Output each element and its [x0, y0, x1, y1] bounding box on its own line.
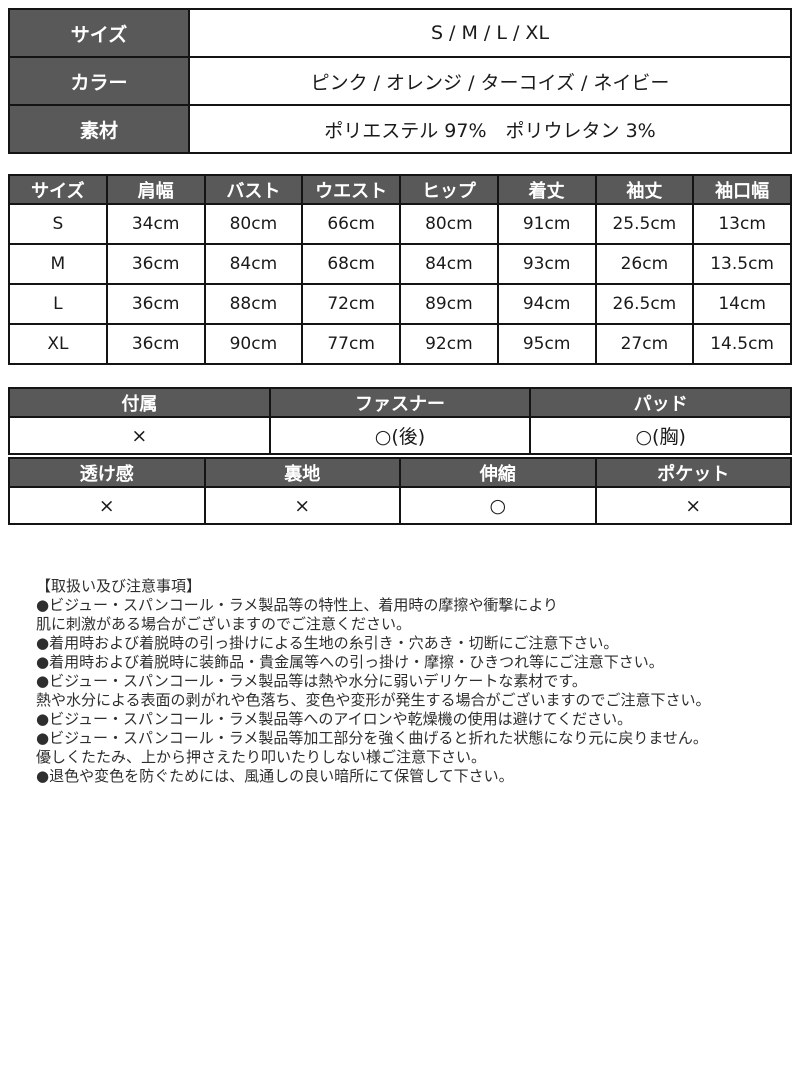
feature-header: 裏地 — [203, 457, 401, 488]
care-note-line: ●ビジュー・スパンコール・ラメ製品等へのアイロンや乾燥機の使用は避けてください。 — [36, 710, 633, 728]
spec-table: サイズ S / M / L / XL カラー ピンク / オレンジ / ターコイ… — [8, 8, 792, 154]
size-cell: 95cm — [496, 323, 597, 365]
size-cell: 84cm — [399, 243, 499, 285]
feature-value: × — [594, 486, 792, 525]
size-chart-header: ヒップ — [399, 174, 499, 205]
size-cell: M — [8, 243, 108, 285]
table-row: カラー ピンク / オレンジ / ターコイズ / ネイビー — [8, 56, 792, 106]
size-cell: L — [8, 283, 108, 325]
feature-header-row: 付属 ファスナー パッド — [8, 387, 792, 418]
table-row: サイズ S / M / L / XL — [8, 8, 792, 58]
size-cell: XL — [8, 323, 108, 365]
size-cell: 66cm — [301, 203, 401, 245]
spec-value-color: ピンク / オレンジ / ターコイズ / ネイビー — [188, 56, 792, 106]
size-chart-header-row: サイズ 肩幅 バスト ウエスト ヒップ 着丈 袖丈 袖口幅 — [8, 174, 792, 205]
size-cell: 93cm — [496, 243, 597, 285]
size-cell: 25.5cm — [594, 203, 695, 245]
feature-value-row: × ○(後) ○(胸) — [8, 416, 792, 455]
care-note-line: ●ビジュー・スパンコール・ラメ製品等の特性上、着用時の摩擦や衝撃により — [36, 596, 559, 614]
feature-value: × — [203, 486, 401, 525]
care-note-line: ●着用時および着脱時の引っ掛けによる生地の糸引き・穴あき・切断にご注意下さい。 — [36, 634, 619, 652]
size-chart-header: サイズ — [8, 174, 108, 205]
care-notes-heading: 【取扱い及び注意事項】 — [36, 577, 202, 595]
size-cell: 91cm — [496, 203, 597, 245]
spec-label-size: サイズ — [8, 8, 190, 58]
feature-header: ファスナー — [268, 387, 532, 418]
size-cell: 36cm — [105, 323, 206, 365]
size-chart-header: 肩幅 — [105, 174, 206, 205]
feature-value-row: × × ○ × — [8, 486, 792, 525]
size-cell: 90cm — [203, 323, 304, 365]
size-cell: 14cm — [692, 283, 792, 325]
size-cell: 80cm — [203, 203, 304, 245]
size-cell: 80cm — [399, 203, 499, 245]
feature-header: 透け感 — [8, 457, 206, 488]
care-note-line: ●ビジュー・スパンコール・ラメ製品等は熱や水分に弱いデリケートな素材です。 — [36, 672, 587, 690]
size-chart-header: バスト — [203, 174, 304, 205]
size-chart-header: 着丈 — [496, 174, 597, 205]
care-note-line: ●ビジュー・スパンコール・ラメ製品等加工部分を強く曲げると折れた状態になり元に戻… — [36, 729, 708, 747]
feature-header: パッド — [529, 387, 792, 418]
size-cell: 72cm — [301, 283, 401, 325]
size-cell: 26cm — [594, 243, 695, 285]
size-chart-table: サイズ 肩幅 バスト ウエスト ヒップ 着丈 袖丈 袖口幅 S 34cm 80c… — [8, 174, 792, 365]
size-cell: 94cm — [496, 283, 597, 325]
size-chart-header: 袖口幅 — [692, 174, 792, 205]
care-note-line: 肌に刺激がある場合がございますのでご注意ください。 — [36, 615, 412, 633]
care-note-line: ●退色や変色を防ぐためには、風通しの良い暗所にて保管して下さい。 — [36, 767, 514, 785]
size-cell: 14.5cm — [692, 323, 792, 365]
table-row-xl: XL 36cm 90cm 77cm 92cm 95cm 27cm 14.5cm — [8, 323, 792, 365]
size-cell: 13.5cm — [692, 243, 792, 285]
spec-value-material: ポリエステル 97% ポリウレタン 3% — [188, 104, 792, 154]
care-note-line: ●着用時および着脱時に装飾品・貴金属等への引っ掛け・摩擦・ひきつれ等にご注意下さ… — [36, 653, 664, 671]
size-cell: 92cm — [399, 323, 499, 365]
size-cell: S — [8, 203, 108, 245]
size-chart-header: ウエスト — [301, 174, 401, 205]
size-cell: 36cm — [105, 243, 206, 285]
size-cell: 84cm — [203, 243, 304, 285]
feature-value: ○(後) — [268, 416, 532, 455]
feature-header: 付属 — [8, 387, 271, 418]
size-chart-header: 袖丈 — [594, 174, 695, 205]
table-row-s: S 34cm 80cm 66cm 80cm 91cm 25.5cm 13cm — [8, 203, 792, 245]
size-cell: 26.5cm — [594, 283, 695, 325]
product-spec-sheet: サイズ S / M / L / XL カラー ピンク / オレンジ / ターコイ… — [8, 8, 792, 786]
spec-label-material: 素材 — [8, 104, 190, 154]
care-note-line: 熱や水分による表面の剥がれや色落ち、変色や変形が発生する場合がございますのでご注… — [36, 691, 711, 709]
feature-table-lining: 透け感 裏地 伸縮 ポケット × × ○ × — [8, 457, 792, 525]
feature-header-row: 透け感 裏地 伸縮 ポケット — [8, 457, 792, 488]
size-cell: 34cm — [105, 203, 206, 245]
table-row: 素材 ポリエステル 97% ポリウレタン 3% — [8, 104, 792, 154]
size-cell: 68cm — [301, 243, 401, 285]
size-cell: 27cm — [594, 323, 695, 365]
feature-value: ○ — [399, 486, 597, 525]
care-note-line: 優しくたたみ、上から押さえたり叩いたりしない様ご注意下さい。 — [36, 748, 487, 766]
care-notes: 【取扱い及び注意事項】 ●ビジュー・スパンコール・ラメ製品等の特性上、着用時の摩… — [8, 577, 792, 786]
feature-header: ポケット — [594, 457, 792, 488]
size-cell: 88cm — [203, 283, 304, 325]
feature-value: × — [8, 416, 271, 455]
spec-label-color: カラー — [8, 56, 190, 106]
table-row-m: M 36cm 84cm 68cm 84cm 93cm 26cm 13.5cm — [8, 243, 792, 285]
size-cell: 36cm — [105, 283, 206, 325]
size-cell: 89cm — [399, 283, 499, 325]
feature-value: ○(胸) — [529, 416, 792, 455]
table-row-l: L 36cm 88cm 72cm 89cm 94cm 26.5cm 14cm — [8, 283, 792, 325]
feature-value: × — [8, 486, 206, 525]
spec-value-size: S / M / L / XL — [188, 8, 792, 58]
size-cell: 77cm — [301, 323, 401, 365]
feature-table-fastener: 付属 ファスナー パッド × ○(後) ○(胸) — [8, 387, 792, 455]
size-cell: 13cm — [692, 203, 792, 245]
feature-header: 伸縮 — [399, 457, 597, 488]
